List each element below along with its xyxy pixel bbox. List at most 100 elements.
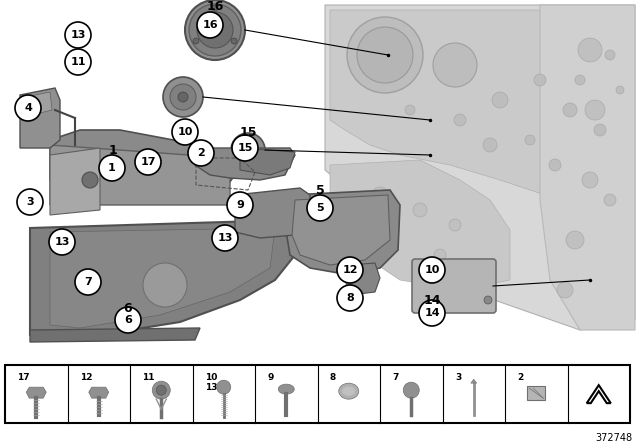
Polygon shape [540, 5, 635, 330]
Circle shape [557, 282, 573, 298]
Circle shape [616, 86, 624, 94]
Circle shape [188, 140, 214, 166]
Polygon shape [235, 188, 310, 238]
Circle shape [484, 296, 492, 304]
Polygon shape [50, 148, 100, 215]
Circle shape [238, 140, 258, 160]
Ellipse shape [339, 383, 359, 399]
Polygon shape [30, 328, 200, 342]
Polygon shape [325, 5, 635, 330]
Polygon shape [30, 220, 295, 338]
Text: 9: 9 [268, 373, 274, 382]
Text: 17: 17 [140, 157, 156, 167]
Circle shape [604, 194, 616, 206]
Circle shape [403, 382, 419, 398]
Text: 7: 7 [392, 373, 399, 382]
Text: 16: 16 [202, 20, 218, 30]
Circle shape [357, 27, 413, 83]
Text: 3: 3 [455, 373, 461, 382]
Text: 372748: 372748 [595, 433, 632, 443]
Circle shape [534, 74, 546, 86]
Circle shape [337, 257, 363, 283]
Polygon shape [292, 195, 390, 265]
Text: 5: 5 [316, 184, 324, 197]
Circle shape [433, 43, 477, 87]
Circle shape [231, 38, 237, 44]
Circle shape [231, 133, 265, 167]
Text: 1: 1 [109, 143, 117, 156]
Circle shape [193, 38, 199, 44]
Circle shape [232, 135, 258, 161]
Text: 8: 8 [330, 373, 336, 382]
Circle shape [413, 203, 427, 217]
Circle shape [75, 269, 101, 295]
Text: 11: 11 [70, 57, 86, 67]
Circle shape [135, 149, 161, 175]
Circle shape [212, 225, 238, 251]
Ellipse shape [278, 384, 294, 394]
Circle shape [49, 229, 75, 255]
Circle shape [15, 95, 41, 121]
Text: 12: 12 [342, 265, 358, 275]
Circle shape [337, 285, 363, 311]
Circle shape [434, 249, 446, 261]
Text: 5: 5 [316, 203, 324, 213]
Circle shape [419, 300, 445, 326]
Circle shape [582, 172, 598, 188]
Circle shape [405, 105, 415, 115]
Text: 15: 15 [237, 143, 253, 153]
FancyBboxPatch shape [5, 365, 630, 423]
Polygon shape [50, 228, 275, 328]
Circle shape [454, 114, 466, 126]
Circle shape [99, 155, 125, 181]
Circle shape [492, 92, 508, 108]
Polygon shape [345, 263, 380, 295]
Circle shape [465, 260, 475, 270]
Circle shape [566, 231, 584, 249]
Circle shape [189, 4, 241, 56]
Text: 13: 13 [70, 30, 86, 40]
Polygon shape [471, 379, 477, 383]
Circle shape [227, 192, 253, 218]
FancyBboxPatch shape [412, 259, 496, 313]
Polygon shape [20, 88, 60, 148]
Text: 7: 7 [84, 277, 92, 287]
Circle shape [185, 0, 245, 60]
Circle shape [307, 195, 333, 221]
Polygon shape [195, 148, 295, 180]
Circle shape [212, 5, 218, 11]
Circle shape [419, 257, 445, 283]
Circle shape [449, 219, 461, 231]
Polygon shape [330, 160, 510, 290]
Circle shape [594, 124, 606, 136]
Circle shape [197, 12, 223, 38]
Circle shape [156, 385, 166, 395]
Polygon shape [285, 190, 400, 275]
Polygon shape [20, 92, 52, 118]
Circle shape [143, 263, 187, 307]
Circle shape [347, 17, 423, 93]
Circle shape [170, 84, 196, 110]
Circle shape [244, 146, 252, 154]
Circle shape [65, 49, 91, 75]
Text: 15: 15 [239, 125, 257, 138]
Circle shape [115, 307, 141, 333]
Text: 13: 13 [218, 233, 233, 243]
Text: 11: 11 [143, 373, 155, 382]
Text: 14: 14 [424, 308, 440, 318]
Circle shape [82, 172, 98, 188]
Circle shape [578, 38, 602, 62]
Circle shape [575, 75, 585, 85]
Text: 6: 6 [124, 315, 132, 325]
Text: 2: 2 [197, 148, 205, 158]
Text: 16: 16 [206, 0, 224, 13]
Circle shape [197, 12, 233, 48]
Text: 6: 6 [124, 302, 132, 314]
Circle shape [383, 233, 397, 247]
Polygon shape [50, 145, 230, 205]
Circle shape [217, 380, 231, 394]
Text: 14: 14 [423, 293, 441, 306]
Polygon shape [240, 148, 295, 175]
Polygon shape [89, 387, 109, 398]
Circle shape [152, 381, 170, 399]
